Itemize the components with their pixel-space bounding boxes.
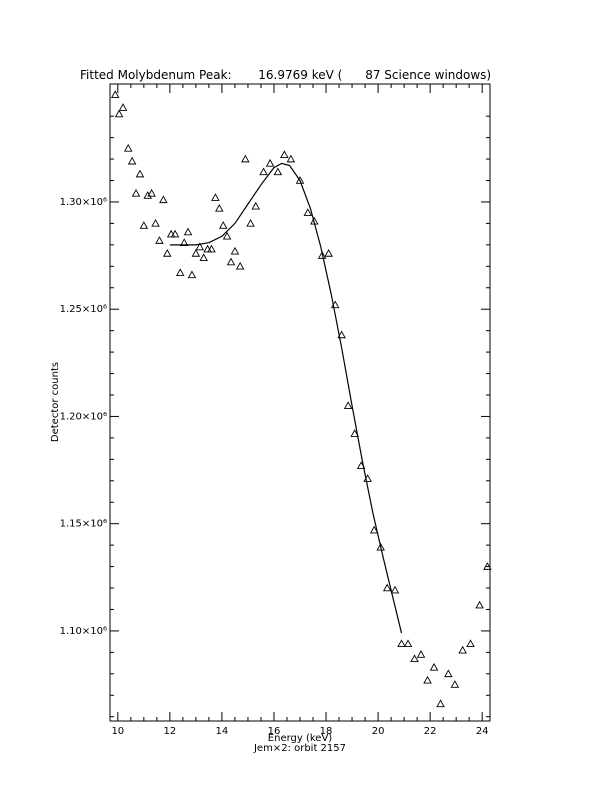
data-point-triangle xyxy=(444,669,453,678)
data-point-triangle xyxy=(423,675,432,684)
data-point-triangle xyxy=(195,242,205,251)
data-point-triangle xyxy=(286,154,296,163)
fit-curve xyxy=(169,162,403,634)
data-point-triangle xyxy=(218,221,228,229)
data-points-layer xyxy=(110,90,492,708)
data-point-triangle xyxy=(350,429,359,437)
data-point-triangle xyxy=(187,270,197,279)
data-point-triangle xyxy=(230,246,240,255)
data-point-triangle xyxy=(147,188,156,197)
data-point-triangle xyxy=(458,645,467,654)
data-point-triangle xyxy=(199,253,208,261)
data-point-triangle xyxy=(191,249,201,257)
y-tick-label: 1.20×10⁶ xyxy=(60,411,107,422)
data-point-triangle xyxy=(135,169,145,178)
data-point-triangle xyxy=(303,208,313,216)
data-point-triangle xyxy=(207,244,216,253)
data-point-triangle xyxy=(139,221,149,229)
data-point-triangle xyxy=(410,654,419,663)
data-point-triangle xyxy=(403,639,413,648)
data-point-triangle xyxy=(246,218,255,227)
data-point-triangle xyxy=(317,251,327,259)
chart-title: Fitted Molybdenum Peak: 16.9769 keV ( 87… xyxy=(80,68,491,82)
data-point-triangle xyxy=(114,109,124,118)
data-point-triangle xyxy=(251,201,261,210)
data-point-triangle xyxy=(127,156,137,165)
data-point-triangle xyxy=(259,167,268,176)
data-point-triangle xyxy=(416,650,426,658)
data-point-triangle xyxy=(390,585,400,594)
data-point-triangle xyxy=(226,257,236,266)
data-point-triangle xyxy=(295,176,305,184)
data-point-triangle xyxy=(436,699,445,708)
x-tick-label: 24 xyxy=(476,726,489,737)
data-point-triangle xyxy=(176,268,185,276)
x-tick-label: 12 xyxy=(163,726,176,737)
ticks-layer: 10 12 14 16 18 20 22 24 1.10×10⁶ 1.15×10⁶ 1.20×10⁶… xyxy=(60,84,490,737)
x-axis-label: Energy (keV) xyxy=(268,733,333,744)
data-point-triangle xyxy=(273,167,283,176)
data-point-triangle xyxy=(162,249,172,257)
x-tick-label: 10 xyxy=(111,726,124,737)
data-point-triangle xyxy=(222,231,232,240)
x-tick-label: 18 xyxy=(320,726,333,737)
data-point-triangle xyxy=(159,195,168,204)
data-point-triangle xyxy=(211,193,220,201)
y-axis-label: Detector counts xyxy=(50,362,61,442)
y-tick-label: 1.15×10⁶ xyxy=(60,519,107,530)
data-point-triangle xyxy=(155,236,164,244)
data-point-triangle xyxy=(235,261,245,270)
data-point-triangle xyxy=(110,90,120,98)
data-point-triangle xyxy=(324,249,333,257)
orbit-footer-label: Jem×2: orbit 2157 xyxy=(253,743,346,754)
data-point-triangle xyxy=(215,203,224,212)
data-point-triangle xyxy=(241,154,250,163)
data-point-triangle xyxy=(466,639,475,648)
data-point-triangle xyxy=(143,191,153,199)
data-point-triangle xyxy=(376,542,385,551)
data-point-triangle xyxy=(429,662,439,671)
data-point-triangle xyxy=(280,150,289,159)
y-tick-label: 1.25×10⁶ xyxy=(60,304,107,315)
data-point-triangle xyxy=(450,680,460,688)
data-point-triangle xyxy=(483,562,492,570)
x-tick-label: 22 xyxy=(424,726,437,737)
y-tick-label: 1.10×10⁶ xyxy=(60,626,107,637)
x-tick-label: 14 xyxy=(216,726,229,737)
data-point-triangle xyxy=(475,600,484,609)
data-point-triangle xyxy=(123,143,133,152)
data-point-triangle xyxy=(170,229,180,238)
data-point-triangle xyxy=(382,583,392,592)
fit-curve-layer xyxy=(169,162,403,634)
data-point-triangle xyxy=(131,188,141,197)
data-point-triangle xyxy=(265,158,275,167)
data-point-triangle xyxy=(337,330,346,339)
x-tick-label: 16 xyxy=(268,726,281,737)
data-point-triangle xyxy=(179,238,189,246)
data-point-triangle xyxy=(118,103,128,111)
x-tick-label: 20 xyxy=(372,726,385,737)
y-tick-label: 1.30×10⁶ xyxy=(60,197,107,208)
data-point-triangle xyxy=(369,525,379,534)
data-point-triangle xyxy=(183,227,193,236)
data-point-triangle xyxy=(151,218,160,227)
data-point-triangle xyxy=(343,401,353,409)
data-point-triangle xyxy=(397,639,406,648)
